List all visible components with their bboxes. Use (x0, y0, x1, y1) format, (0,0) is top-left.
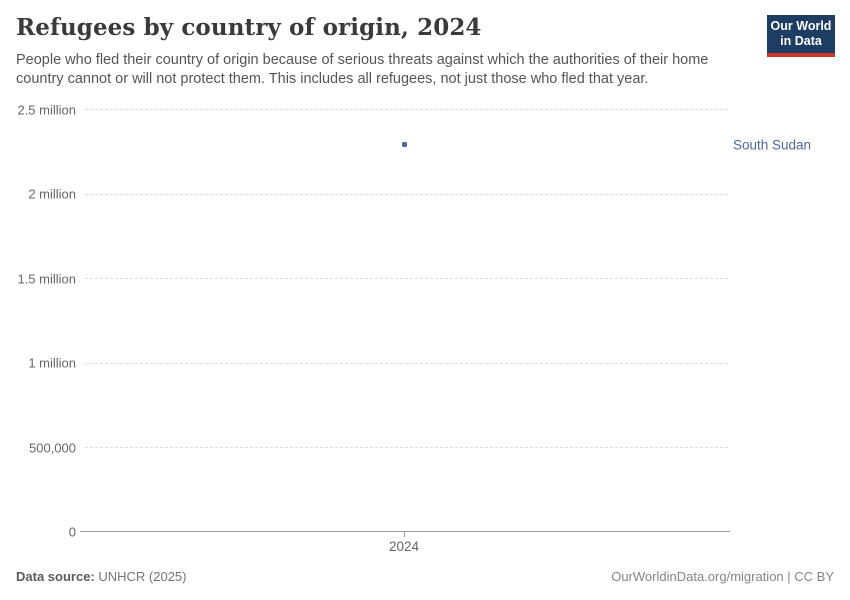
ytick-label-zero: 0 (68, 524, 76, 540)
owid-logo: Our World in Data (767, 15, 835, 57)
ytick-label-2-million: 2 million (28, 186, 76, 202)
gridline-1-5-million (85, 278, 728, 279)
data-point-south-sudan-2024[interactable] (402, 142, 407, 147)
x-axis-line (80, 531, 730, 532)
gridline-2-million (85, 193, 728, 195)
data-source-value: UNHCR (2025) (94, 569, 187, 584)
data-source-label: Data source: (16, 569, 95, 584)
gridline-2-5-million (85, 109, 728, 110)
owid-logo-line1: Our World (770, 19, 832, 33)
chart-subtitle: People who fled their country of origin … (16, 52, 709, 87)
data-source-note: Data source: UNHCR (2025) (16, 569, 187, 584)
ytick-label-1-5-million: 1.5 million (17, 271, 76, 286)
entity-label-south-sudan[interactable]: South Sudan (733, 137, 812, 153)
gridline-500000 (85, 447, 728, 448)
ytick-label-500000: 500,000 (29, 440, 76, 455)
xtick-label-2024: 2024 (388, 539, 420, 554)
xtick-mark-2024 (404, 532, 405, 537)
page-title: Refugees by country of origin, 2024 (16, 14, 482, 41)
ytick-label-2-5-million: 2.5 million (17, 102, 76, 117)
credit-link[interactable]: OurWorldinData.org/migration | CC BY (611, 569, 834, 584)
ytick-label-1-million: 1 million (28, 355, 76, 371)
gridline-1-million (85, 362, 728, 364)
owid-logo-line2: in Data (780, 34, 822, 48)
